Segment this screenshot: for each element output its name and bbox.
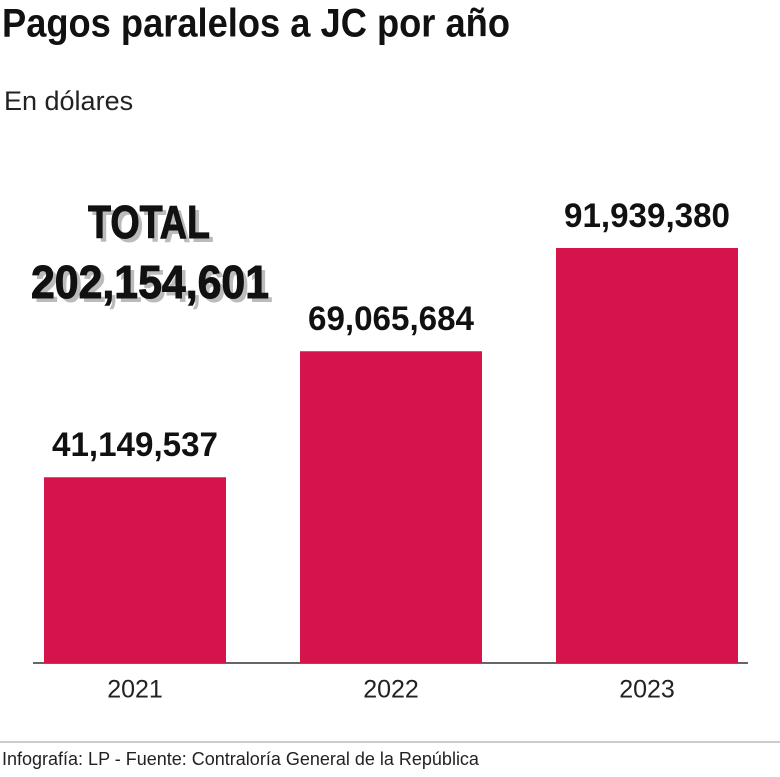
bar xyxy=(44,477,226,663)
annotation: 202,154,601 xyxy=(31,256,269,308)
x-tick-label: 2022 xyxy=(363,676,419,704)
chart-title: Pagos paralelos a JC por año xyxy=(2,2,510,46)
annotation-shadow: TOTAL xyxy=(92,200,214,252)
source: Infografía: LP - Fuente: Contraloría Gen… xyxy=(2,749,480,769)
annotation: TOTAL xyxy=(88,196,210,248)
annotation-shadow: 202,154,601 xyxy=(35,260,273,312)
value-label: 69,065,684 xyxy=(308,300,474,338)
value-label: 91,939,380 xyxy=(564,197,730,235)
chart-subtitle: En dólares xyxy=(4,86,133,116)
value-label: 41,149,537 xyxy=(52,426,218,464)
x-tick-label: 2021 xyxy=(107,676,163,704)
x-tick-label: 2023 xyxy=(619,676,675,704)
bar xyxy=(300,351,482,663)
bar xyxy=(556,248,738,663)
